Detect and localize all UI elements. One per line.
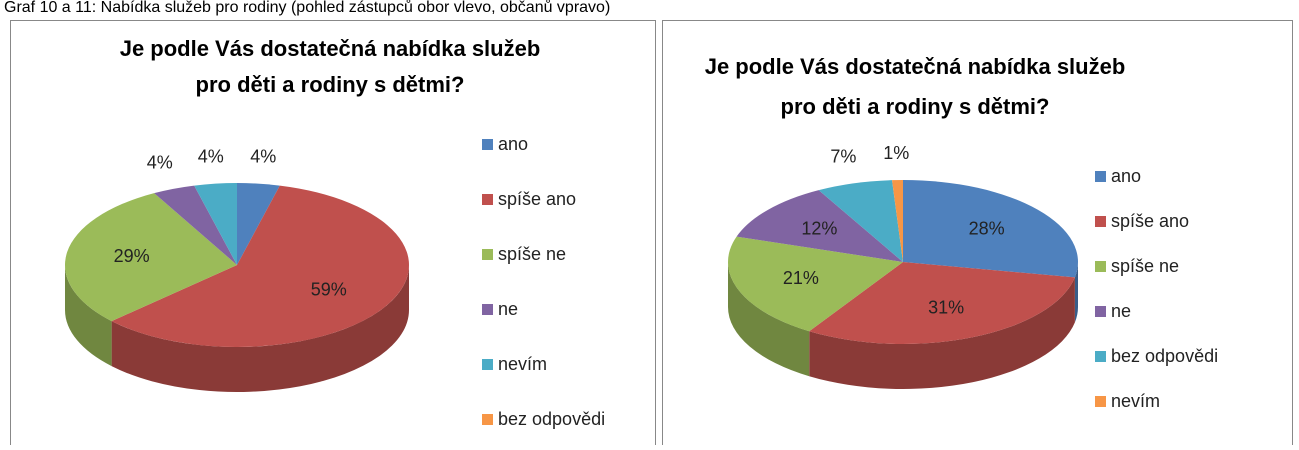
pie-slice — [64, 193, 238, 322]
pie-slice — [728, 236, 903, 332]
pie-slice — [809, 262, 1075, 344]
legend-swatch — [482, 359, 493, 370]
pie-slice — [194, 183, 237, 265]
pie-slice — [154, 185, 237, 265]
legend-swatch — [1095, 396, 1106, 407]
pie-side — [65, 265, 112, 367]
legend-label: ano — [498, 134, 528, 154]
pie-slice — [892, 180, 903, 262]
data-label: 4% — [198, 146, 224, 166]
chart-title: pro děti a rodiny s dětmi? — [196, 72, 465, 97]
legend-label: spíše ano — [498, 189, 576, 209]
pie-side — [728, 262, 810, 377]
pie-side — [1074, 262, 1078, 323]
legend-swatch — [1095, 216, 1106, 227]
legend-label: bez odpovědi — [1111, 346, 1218, 366]
data-label: 4% — [147, 153, 173, 173]
legend-label: ne — [498, 299, 518, 319]
pie-slice — [736, 190, 903, 262]
pie-slice — [237, 183, 280, 265]
legend-label: spíše ne — [498, 244, 566, 264]
legend-swatch — [1095, 261, 1106, 272]
data-label: 31% — [928, 297, 964, 317]
legend-swatch — [482, 414, 493, 425]
data-label: 12% — [801, 218, 837, 238]
chart-title: Je podle Vás dostatečná nabídka služeb — [120, 36, 541, 61]
legend-swatch — [482, 304, 493, 315]
legend-label: spíše ano — [1111, 211, 1189, 231]
legend-swatch — [482, 249, 493, 260]
pie-side — [809, 277, 1075, 389]
data-label: 28% — [969, 218, 1005, 238]
legend-swatch — [482, 139, 493, 150]
legend-swatch — [1095, 171, 1106, 182]
legend-swatch — [1095, 351, 1106, 362]
legend-label: nevím — [1111, 391, 1160, 411]
pie-slice — [111, 185, 409, 348]
legend-label: ne — [1111, 301, 1131, 321]
legend-swatch — [1095, 306, 1106, 317]
chart-title: Je podle Vás dostatečná nabídka služeb — [705, 54, 1126, 79]
pie-side — [111, 265, 409, 392]
data-label: 1% — [883, 143, 909, 163]
data-label: 21% — [783, 268, 819, 288]
data-label: 4% — [250, 146, 276, 166]
data-label: 29% — [114, 246, 150, 266]
data-label: 7% — [830, 147, 856, 167]
chart-title: pro děti a rodiny s dětmi? — [781, 94, 1050, 119]
pie-slice — [903, 180, 1078, 278]
legend-label: spíše ne — [1111, 256, 1179, 276]
legend-label: nevím — [498, 354, 547, 374]
legend-label: ano — [1111, 166, 1141, 186]
legend-swatch — [482, 194, 493, 205]
data-label: 59% — [311, 280, 347, 300]
caption: Graf 10 a 11: Nabídka služeb pro rodiny … — [4, 0, 610, 16]
legend-label: bez odpovědi — [498, 409, 605, 429]
pie-slice — [818, 180, 903, 262]
